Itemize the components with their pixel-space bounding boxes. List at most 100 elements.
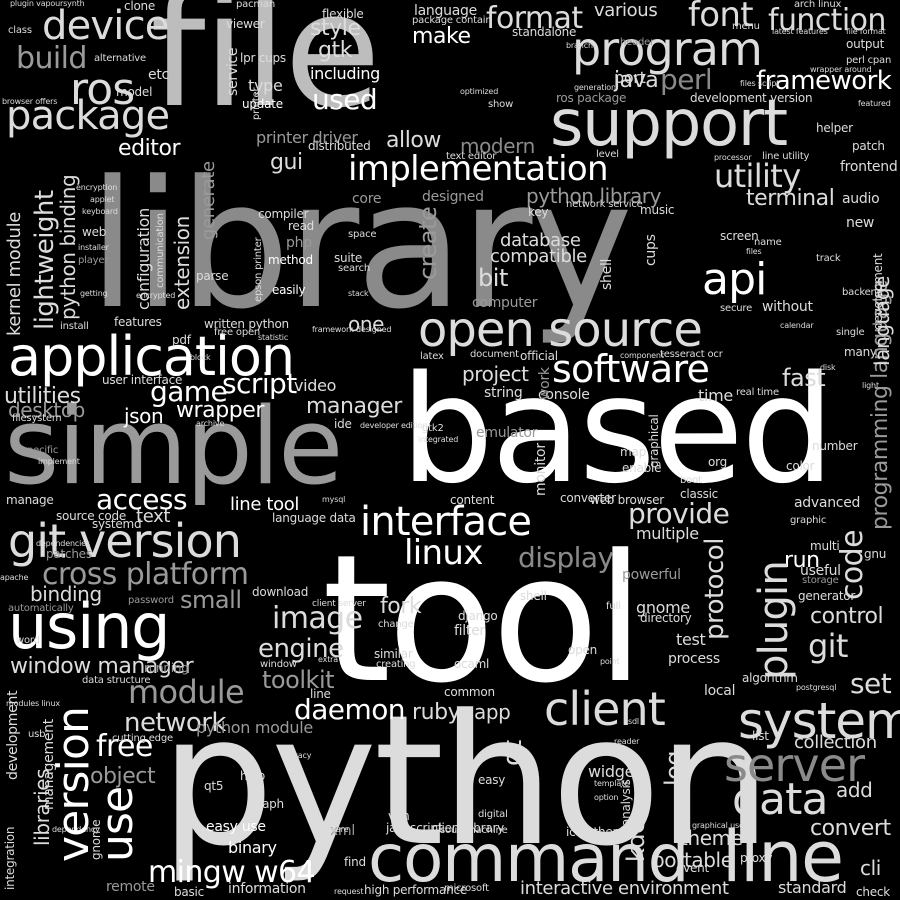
- word-common: common: [444, 685, 495, 699]
- word-proxy: proxy: [740, 851, 773, 865]
- word-console: console: [538, 387, 590, 403]
- word-single: single: [836, 327, 865, 338]
- word-convert: convert: [810, 816, 891, 841]
- word-free-open: free open: [214, 327, 261, 338]
- word-free: free: [96, 729, 153, 764]
- word-track: track: [816, 253, 841, 264]
- word-alternative: alternative: [94, 53, 146, 64]
- word-compiler: compiler: [258, 207, 309, 221]
- word-digital: digital: [478, 809, 508, 820]
- word-output: output: [846, 37, 885, 51]
- word-communication: communication: [155, 213, 166, 288]
- word-bit: bit: [478, 264, 508, 292]
- word-process: process: [668, 651, 720, 667]
- word-dependency: dependency: [52, 825, 100, 834]
- word-find: find: [344, 855, 366, 869]
- word-stack: stack: [348, 289, 369, 298]
- word-set: set: [850, 667, 892, 700]
- word-image: image: [272, 601, 363, 636]
- word-type: type: [248, 76, 283, 95]
- word-branch: branch: [566, 41, 593, 50]
- word-configuration: configuration: [134, 208, 153, 310]
- word-line: line: [722, 816, 844, 898]
- word-reader: reader: [614, 737, 640, 746]
- word-template: template: [594, 779, 629, 788]
- word-filter: filter: [454, 623, 485, 639]
- word-style: style: [310, 16, 361, 41]
- word-ide: ide: [334, 417, 352, 431]
- word-linux: linux: [404, 533, 483, 573]
- word-php: php: [286, 235, 312, 251]
- word-manager: manager: [306, 394, 402, 419]
- word-system: system: [738, 692, 900, 750]
- word-microsoft: microsoft: [444, 883, 489, 894]
- word-files: files: [746, 247, 762, 256]
- word-framework: framework: [756, 66, 892, 96]
- word-calendar: calendar: [780, 321, 814, 330]
- word-name: name: [754, 237, 782, 248]
- word-web-browser: web browser: [590, 493, 665, 507]
- word-one: one: [348, 312, 385, 336]
- word-window-manager: window manager: [10, 654, 194, 679]
- word-secure: secure: [720, 303, 753, 314]
- word-including: including: [310, 64, 380, 83]
- word-ros-package: ros package: [556, 91, 627, 105]
- word-qt: qt: [498, 740, 528, 766]
- word-add: add: [836, 778, 873, 802]
- word-simple: simple: [4, 385, 343, 508]
- word-cups: cups: [643, 234, 659, 266]
- word-multi: multi: [810, 539, 840, 553]
- word-designed: designed: [422, 189, 484, 205]
- word-list: list: [752, 729, 769, 743]
- word-cutting-edge: cutting edge: [112, 733, 173, 744]
- word-collection: collection: [794, 732, 877, 753]
- word-developer-edition: developer edition: [360, 421, 428, 430]
- word-client-library: client library: [432, 821, 505, 835]
- word-number: number: [812, 439, 858, 453]
- word-check: check: [856, 885, 890, 899]
- word-client: client: [544, 682, 666, 736]
- word-generate: generate: [198, 161, 219, 240]
- word-menu: menu: [732, 21, 760, 32]
- word-build: build: [16, 41, 87, 76]
- word-daemon: daemon: [294, 693, 406, 726]
- word-device: device: [42, 3, 169, 49]
- word-easy-use: easy use: [206, 819, 266, 835]
- word-download: download: [252, 585, 309, 599]
- word-development: development: [5, 690, 21, 780]
- word-various: various: [594, 0, 658, 21]
- word-gtk2: gtk2: [422, 423, 444, 434]
- word-integration: integration: [3, 826, 17, 890]
- word-option: option: [594, 793, 619, 802]
- word-port: port: [614, 68, 646, 87]
- word-tool: tool: [322, 517, 645, 722]
- word-line-interface: line: [310, 687, 331, 701]
- word-header: header: [620, 37, 655, 48]
- word-real-time: real time: [736, 387, 779, 398]
- word-space: space: [348, 229, 377, 240]
- word-viewer: viewer: [226, 17, 265, 31]
- word-git-version: git version: [8, 514, 242, 568]
- word-new: new: [846, 215, 875, 231]
- word-converter: converter: [560, 491, 616, 505]
- word-text-editor: text editor: [446, 151, 497, 162]
- word-read: read: [288, 219, 315, 233]
- word-easy: easy: [478, 773, 506, 787]
- word-hardware: hardware: [312, 825, 349, 834]
- word-database: database: [500, 230, 581, 251]
- word-command: command: [368, 820, 690, 897]
- word-audio: audio: [842, 191, 880, 207]
- word-password: password: [128, 595, 174, 606]
- word-information: information: [228, 881, 306, 897]
- word-engine: engine: [258, 634, 344, 664]
- word-graphical: graphical: [647, 414, 661, 468]
- word-plugin-vapoursynth: plugin vapoursynth: [10, 0, 85, 8]
- word-video: video: [294, 376, 337, 395]
- word-xml: xml: [330, 823, 355, 839]
- word-level: level: [596, 149, 619, 160]
- word-manage: manage: [6, 493, 54, 507]
- word-official: official: [520, 349, 558, 363]
- word-music: music: [640, 203, 675, 217]
- word-perl-cpan: perl cpan: [846, 55, 892, 66]
